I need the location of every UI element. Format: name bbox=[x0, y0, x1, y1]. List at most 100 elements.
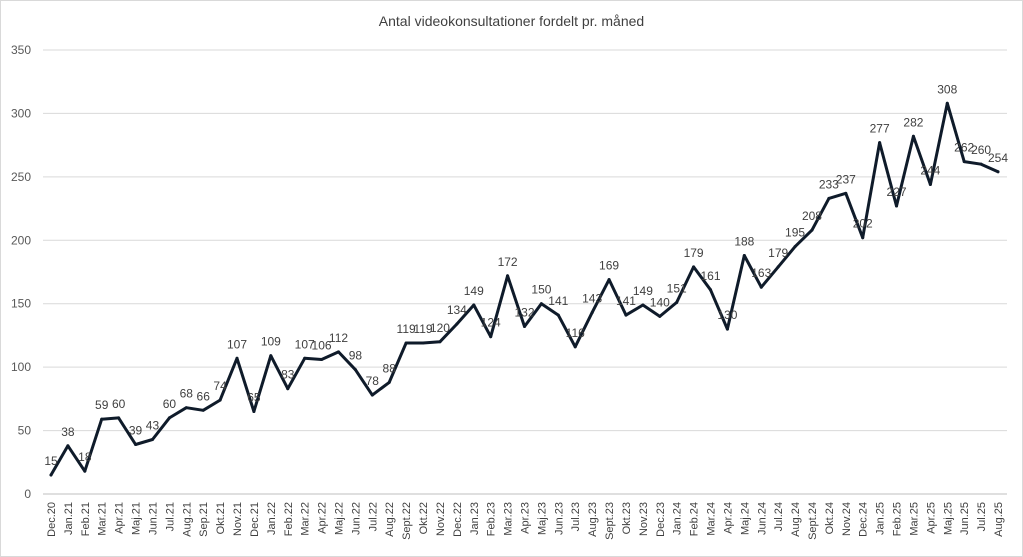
data-point bbox=[252, 410, 256, 414]
data-point bbox=[539, 302, 543, 306]
data-label: 15 bbox=[44, 454, 58, 468]
x-tick-label: Jan.21 bbox=[63, 502, 75, 535]
data-point bbox=[336, 350, 340, 354]
x-tick-label: Feb.21 bbox=[80, 502, 92, 536]
data-point bbox=[996, 170, 1000, 174]
x-tick-label: Feb.24 bbox=[689, 502, 701, 536]
x-tick-label: Jun.25 bbox=[959, 502, 971, 535]
x-tick-label: Jul.21 bbox=[164, 502, 176, 531]
x-tick-label: Sept.24 bbox=[807, 502, 819, 540]
data-point bbox=[167, 416, 171, 420]
data-label: 60 bbox=[163, 397, 177, 411]
x-tick-label: Mar.25 bbox=[908, 502, 920, 536]
y-tick-label: 50 bbox=[18, 424, 32, 438]
x-tick-label: Nov.24 bbox=[841, 502, 853, 536]
x-tick-label: Maj.25 bbox=[942, 502, 954, 535]
x-tick-label: Jan.22 bbox=[266, 502, 278, 535]
x-tick-label: Mar.24 bbox=[706, 502, 718, 536]
data-label: 83 bbox=[281, 368, 295, 382]
data-point bbox=[776, 265, 780, 269]
data-label: 74 bbox=[213, 379, 227, 393]
data-label: 106 bbox=[312, 339, 332, 353]
x-tick-label: Nov.21 bbox=[232, 502, 244, 536]
data-label: 124 bbox=[481, 316, 501, 330]
data-label: 109 bbox=[261, 335, 281, 349]
data-point bbox=[387, 380, 391, 384]
data-label: 59 bbox=[95, 398, 109, 412]
data-point bbox=[979, 162, 983, 166]
data-label: 120 bbox=[430, 321, 450, 335]
data-point bbox=[573, 345, 577, 349]
data-point bbox=[286, 387, 290, 391]
data-point bbox=[320, 358, 324, 362]
data-point bbox=[895, 204, 899, 208]
data-label: 150 bbox=[531, 283, 551, 297]
data-label: 141 bbox=[616, 294, 636, 308]
data-point bbox=[303, 356, 307, 360]
data-label: 188 bbox=[734, 235, 754, 249]
data-point bbox=[928, 182, 932, 186]
x-tick-label: Jun.21 bbox=[147, 502, 159, 535]
x-tick-label: Sept.23 bbox=[604, 502, 616, 540]
data-label: 282 bbox=[903, 115, 923, 129]
data-point bbox=[590, 311, 594, 315]
data-label: 208 bbox=[802, 209, 822, 223]
x-tick-label: Aug.22 bbox=[384, 502, 396, 537]
data-point bbox=[945, 101, 949, 105]
data-label: 169 bbox=[599, 259, 619, 273]
data-label: 151 bbox=[667, 281, 687, 295]
data-label: 78 bbox=[366, 374, 380, 388]
data-label: 179 bbox=[684, 246, 704, 260]
data-point bbox=[962, 160, 966, 164]
series-line bbox=[49, 101, 1000, 477]
y-tick-label: 250 bbox=[11, 170, 31, 184]
y-tick-label: 200 bbox=[11, 233, 31, 247]
x-tick-label: Aug.21 bbox=[181, 502, 193, 537]
data-label: 98 bbox=[349, 349, 363, 363]
data-point bbox=[878, 141, 882, 145]
data-label: 172 bbox=[498, 255, 518, 269]
data-label: 38 bbox=[61, 425, 75, 439]
x-tick-label: Dec.22 bbox=[452, 502, 464, 537]
data-label: 140 bbox=[650, 295, 670, 309]
data-point bbox=[150, 437, 154, 441]
data-point bbox=[607, 278, 611, 282]
data-label: 227 bbox=[887, 185, 907, 199]
x-tick-label: Maj.24 bbox=[739, 502, 751, 535]
x-tick-label: Jan.23 bbox=[469, 502, 481, 535]
y-tick-label: 350 bbox=[11, 43, 31, 57]
x-tick-label: Jan.25 bbox=[875, 502, 887, 535]
data-point bbox=[523, 325, 526, 329]
data-label: 254 bbox=[988, 151, 1008, 165]
data-point bbox=[556, 313, 560, 317]
data-point bbox=[438, 340, 442, 344]
x-tick-label: Okt.21 bbox=[215, 502, 227, 534]
data-label: 43 bbox=[146, 418, 160, 432]
data-label: 202 bbox=[853, 217, 873, 231]
data-label: 66 bbox=[197, 389, 211, 403]
data-label: 262 bbox=[954, 141, 974, 155]
data-point bbox=[759, 285, 763, 289]
x-tick-label: Nov.22 bbox=[435, 502, 447, 536]
data-label: 149 bbox=[633, 284, 653, 298]
data-label: 149 bbox=[464, 284, 484, 298]
data-point bbox=[675, 300, 679, 304]
x-tick-label: Aug.24 bbox=[790, 502, 802, 537]
data-label: 119 bbox=[413, 322, 432, 336]
data-point bbox=[692, 265, 696, 269]
data-point bbox=[218, 398, 222, 402]
x-tick-label: Nov.23 bbox=[638, 502, 650, 536]
data-point bbox=[472, 303, 476, 307]
x-tick-label: Jul.24 bbox=[773, 502, 785, 531]
data-label: 143 bbox=[582, 292, 602, 306]
data-point bbox=[709, 288, 713, 292]
x-tick-label: Jul.25 bbox=[976, 502, 988, 531]
data-point bbox=[911, 134, 915, 138]
data-label: 68 bbox=[180, 387, 194, 401]
data-point bbox=[269, 354, 273, 358]
data-label: 308 bbox=[937, 82, 957, 96]
x-tick-label: Okt.23 bbox=[621, 502, 633, 534]
data-point bbox=[793, 245, 797, 249]
x-tick-label: Sep.21 bbox=[198, 502, 210, 537]
